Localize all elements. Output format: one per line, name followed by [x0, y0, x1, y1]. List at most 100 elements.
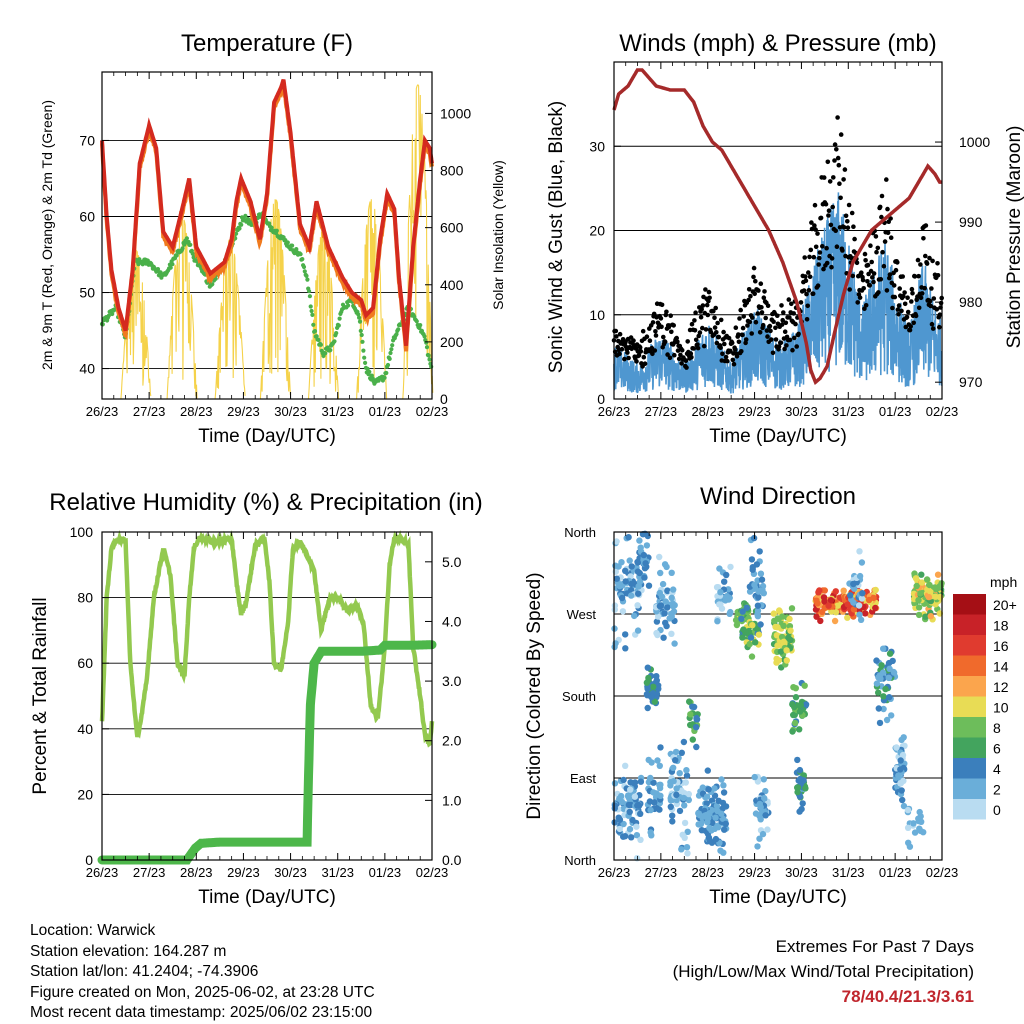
gust-point	[640, 328, 646, 334]
direction-point	[872, 604, 879, 612]
gust-point	[836, 162, 842, 168]
gust-point	[637, 345, 643, 350]
direction-point	[625, 534, 632, 541]
direction-point	[648, 693, 655, 701]
gust-point	[773, 337, 779, 342]
gust-point	[650, 320, 656, 325]
direction-point	[834, 602, 841, 609]
direction-point	[925, 593, 933, 601]
direction-point	[611, 606, 618, 613]
direction-point	[668, 611, 675, 618]
extremes-values: 78/40.4/21.3/3.61	[841, 987, 974, 1006]
gust-point	[899, 308, 904, 314]
gust-point	[778, 340, 784, 346]
direction-point	[703, 800, 710, 807]
gust-point	[857, 295, 863, 300]
y-tick-label: 20	[77, 786, 93, 802]
gust-point	[613, 328, 619, 334]
gust-point	[875, 245, 881, 251]
direction-point	[888, 712, 895, 719]
gust-point	[658, 316, 664, 321]
direction-point	[875, 705, 882, 712]
gust-point	[718, 317, 724, 323]
dewpoint-point	[418, 323, 423, 328]
y-tick-label: 50	[79, 285, 95, 301]
gust-point	[703, 327, 709, 332]
dewpoint-point	[310, 312, 315, 317]
gust-point	[790, 347, 795, 353]
legend-label: 6	[993, 741, 1001, 757]
direction-point	[756, 835, 763, 842]
y2-tick-label: 1000	[959, 134, 990, 150]
direction-point	[875, 674, 882, 681]
dewpoint-point	[168, 265, 173, 270]
direction-point	[683, 844, 691, 851]
y2-tick-label: 1000	[440, 105, 471, 121]
gust-point	[862, 306, 867, 312]
direction-point	[612, 640, 619, 647]
rh-title: Relative Humidity (%) & Precipitation (i…	[49, 489, 482, 516]
gust-point	[661, 334, 666, 340]
legend-label: 8	[993, 720, 1001, 736]
direction-point	[644, 664, 651, 671]
gust-point	[743, 340, 748, 346]
direction-point	[922, 613, 929, 620]
gust-point	[746, 297, 751, 303]
gust-point	[904, 314, 910, 320]
gust-point	[762, 289, 767, 294]
gust-point	[865, 262, 871, 268]
direction-point	[717, 589, 724, 596]
legend-swatch	[953, 758, 986, 779]
x-axis-title: Time (Day/UTC)	[198, 426, 336, 447]
direction-point	[754, 607, 762, 614]
gust-point	[715, 320, 720, 326]
direction-point	[676, 807, 684, 815]
gust-point	[773, 325, 778, 331]
gust-point	[869, 259, 874, 265]
x-tick-label: 27/23	[645, 404, 678, 419]
gust-point	[619, 346, 625, 352]
direction-point	[669, 818, 676, 825]
direction-point	[713, 584, 721, 591]
gust-point	[779, 303, 784, 308]
gust-point	[860, 277, 866, 283]
direction-point	[704, 819, 711, 826]
direction-point	[680, 794, 687, 802]
gust-point	[625, 350, 630, 355]
gust-point	[617, 351, 622, 357]
direction-point	[739, 608, 746, 615]
gust-point	[867, 283, 873, 288]
direction-point	[797, 775, 804, 783]
dewpoint-point	[294, 247, 299, 252]
direction-point	[882, 685, 889, 693]
rh-panel: 26/23 27/23 28/23 29/23 30/23 31/23 01/23 02/23…	[30, 524, 462, 908]
gust-point	[887, 272, 893, 277]
gust-point	[825, 159, 831, 165]
dewpoint-point	[312, 329, 318, 334]
legend-swatch	[953, 717, 986, 738]
gust-point	[776, 344, 782, 349]
gust-point	[751, 274, 756, 280]
gust-point	[930, 258, 935, 264]
gust-point	[617, 331, 623, 337]
direction-point	[619, 608, 627, 615]
direction-point	[931, 584, 938, 591]
direction-point	[717, 847, 724, 854]
direction-point	[898, 736, 905, 744]
direction-point	[819, 608, 826, 616]
gust-point	[782, 329, 788, 335]
gust-point	[794, 344, 799, 349]
gust-point	[740, 332, 745, 338]
direction-point	[817, 617, 824, 625]
direction-point	[794, 784, 802, 791]
legend-swatch	[953, 778, 986, 799]
direction-point	[856, 572, 864, 580]
gust-point	[725, 358, 730, 364]
legend-swatch	[953, 737, 986, 758]
gust-point	[812, 223, 817, 228]
gust-point	[708, 329, 714, 335]
gust-point	[818, 215, 824, 221]
y2-tick-label: 200	[440, 334, 464, 350]
direction-point	[642, 560, 649, 567]
direction-point	[711, 785, 718, 792]
